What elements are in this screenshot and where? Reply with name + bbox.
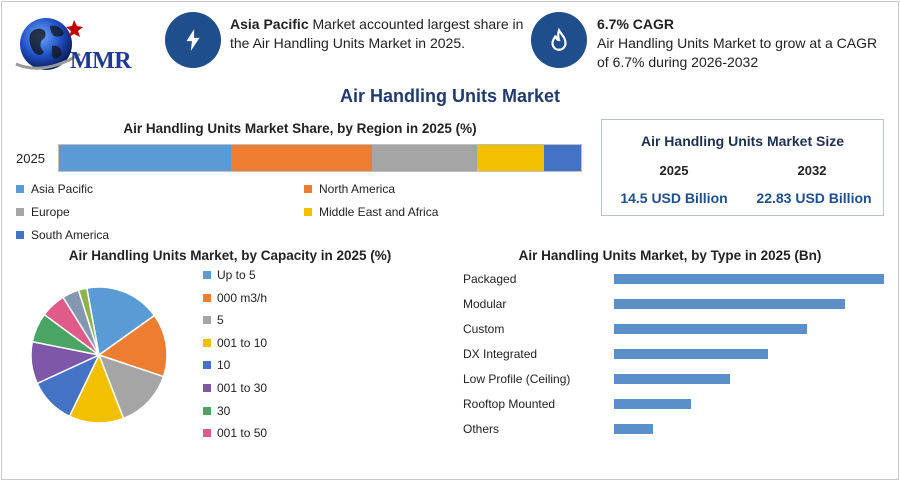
legend-swatch: [16, 208, 24, 216]
legend-label: 001 to 30: [217, 381, 268, 395]
region-legend-item-south-america: South America: [16, 228, 109, 242]
type-chart-title: Air Handling Units Market, by Type in 20…: [518, 248, 822, 263]
pie-slice-000-m3-h: [97, 314, 168, 378]
info-2-text: Air Handling Units Market to grow at a C…: [597, 35, 878, 70]
capacity-chart-title: Air Handling Units Market, by Capacity i…: [68, 248, 392, 263]
region-segment-south-america: [544, 145, 581, 171]
capacity-legend-item-001-to-30: 001 to 30: [203, 381, 267, 395]
pie-slice-up-to-5: [85, 286, 156, 357]
legend-swatch: [203, 271, 211, 279]
legend-label: 10: [217, 358, 231, 373]
market-size-box: Air Handling Units Market Size 2025 2032…: [601, 119, 884, 216]
size-value-2032: 22.83 USD Billion: [756, 190, 872, 206]
type-bar-others: [614, 424, 653, 434]
type-bar-rooftop-mounted: [614, 399, 692, 409]
legend-label: 001 to 10: [217, 335, 268, 350]
region-chart-title: Air Handling Units Market Share, by Regi…: [123, 121, 477, 136]
region-legend-item-north-america: North America: [304, 182, 395, 196]
region-segment-north-america: [231, 145, 373, 171]
size-box-title: Air Handling Units Market Size: [640, 133, 845, 149]
type-label-packaged: Packaged: [463, 272, 517, 286]
capacity-legend-item-30: 30: [203, 404, 230, 418]
region-legend-item-asia-pacific: Asia Pacific: [16, 182, 93, 196]
type-label-low-profile-ceiling: Low Profile (Ceiling): [463, 372, 571, 386]
capacity-pie-chart: [30, 286, 168, 424]
legend-label: 001 to 50: [217, 426, 268, 441]
legend-swatch: [203, 361, 211, 370]
size-value-2025: 14.5 USD Billion: [620, 190, 728, 206]
capacity-legend-item-000-m3-h: 000 m3/h: [203, 291, 267, 305]
legend-swatch: [203, 316, 211, 325]
page-title: Air Handling Units Market: [339, 86, 561, 106]
info-2-bold: 6.7% CAGR: [597, 16, 675, 32]
size-year-2025: 2025: [659, 163, 689, 178]
type-label-custom: Custom: [463, 322, 505, 336]
legend-swatch: [16, 185, 24, 193]
info-1-bold: Asia Pacific: [230, 16, 309, 32]
info-1-text: Market accounted largest share in the Ai…: [230, 16, 524, 51]
region-legend-item-europe: Europe: [16, 205, 70, 219]
region-segment-europe: [372, 145, 477, 171]
legend-swatch: [304, 208, 312, 216]
legend-label: 5: [217, 313, 224, 328]
legend-swatch: [16, 231, 24, 239]
legend-label: Up to 5: [217, 268, 256, 282]
region-segment-middle-east-and-africa: [476, 145, 545, 171]
region-year-label: 2025: [16, 151, 45, 166]
type-label-rooftop-mounted: Rooftop Mounted: [463, 397, 556, 411]
mmr-logo: MMR: [14, 14, 144, 84]
legend-label: South America: [31, 228, 110, 242]
pie-slice-5: [97, 353, 165, 420]
capacity-legend-item-10: 10: [203, 358, 230, 372]
type-bar-dx-integrated: [614, 349, 769, 359]
legend-label: North America: [319, 182, 396, 196]
lightning-icon: [165, 12, 221, 68]
capacity-legend-item-up-to-5: Up to 5: [203, 268, 256, 282]
capacity-legend-item-001-to-10: 001 to 10: [203, 336, 267, 350]
logo-text: MMR: [70, 48, 132, 74]
region-segment-asia-pacific: [59, 145, 232, 171]
legend-label: Asia Pacific: [31, 182, 94, 196]
region-legend-item-middle-east-and-africa: Middle East and Africa: [304, 205, 438, 219]
size-year-2032: 2032: [797, 163, 827, 178]
type-label-modular: Modular: [463, 297, 507, 311]
legend-swatch: [203, 338, 211, 347]
info-cagr: 6.7% CAGR Air Handling Units Market to g…: [597, 15, 887, 72]
type-bar-modular: [614, 299, 846, 309]
info-asia-pacific: Asia Pacific Market accounted largest sh…: [230, 15, 530, 53]
pie-slice-unlabeled-9: [77, 287, 100, 356]
type-label-others: Others: [463, 422, 500, 436]
legend-swatch: [203, 429, 211, 438]
legend-swatch: [203, 384, 211, 392]
growth-icon: [531, 12, 587, 68]
globe-icon: [15, 18, 83, 70]
legend-label: 30: [217, 403, 231, 418]
legend-label: Middle East and Africa: [319, 205, 439, 219]
type-bar-custom: [614, 324, 807, 334]
legend-label: Europe: [31, 205, 70, 219]
capacity-legend-item-5: 5: [203, 313, 224, 327]
pie-slice-001-to-10: [68, 353, 125, 424]
legend-swatch: [304, 185, 312, 193]
type-bar-low-profile-ceiling: [614, 374, 730, 384]
legend-swatch: [203, 406, 211, 415]
legend-label: 000 m3/h: [217, 290, 268, 305]
legend-swatch: [203, 293, 211, 302]
type-label-dx-integrated: DX Integrated: [463, 347, 538, 361]
capacity-legend-item-001-to-50: 001 to 50: [203, 426, 267, 440]
region-stacked-bar: [58, 144, 582, 172]
type-bar-packaged: [614, 274, 884, 284]
